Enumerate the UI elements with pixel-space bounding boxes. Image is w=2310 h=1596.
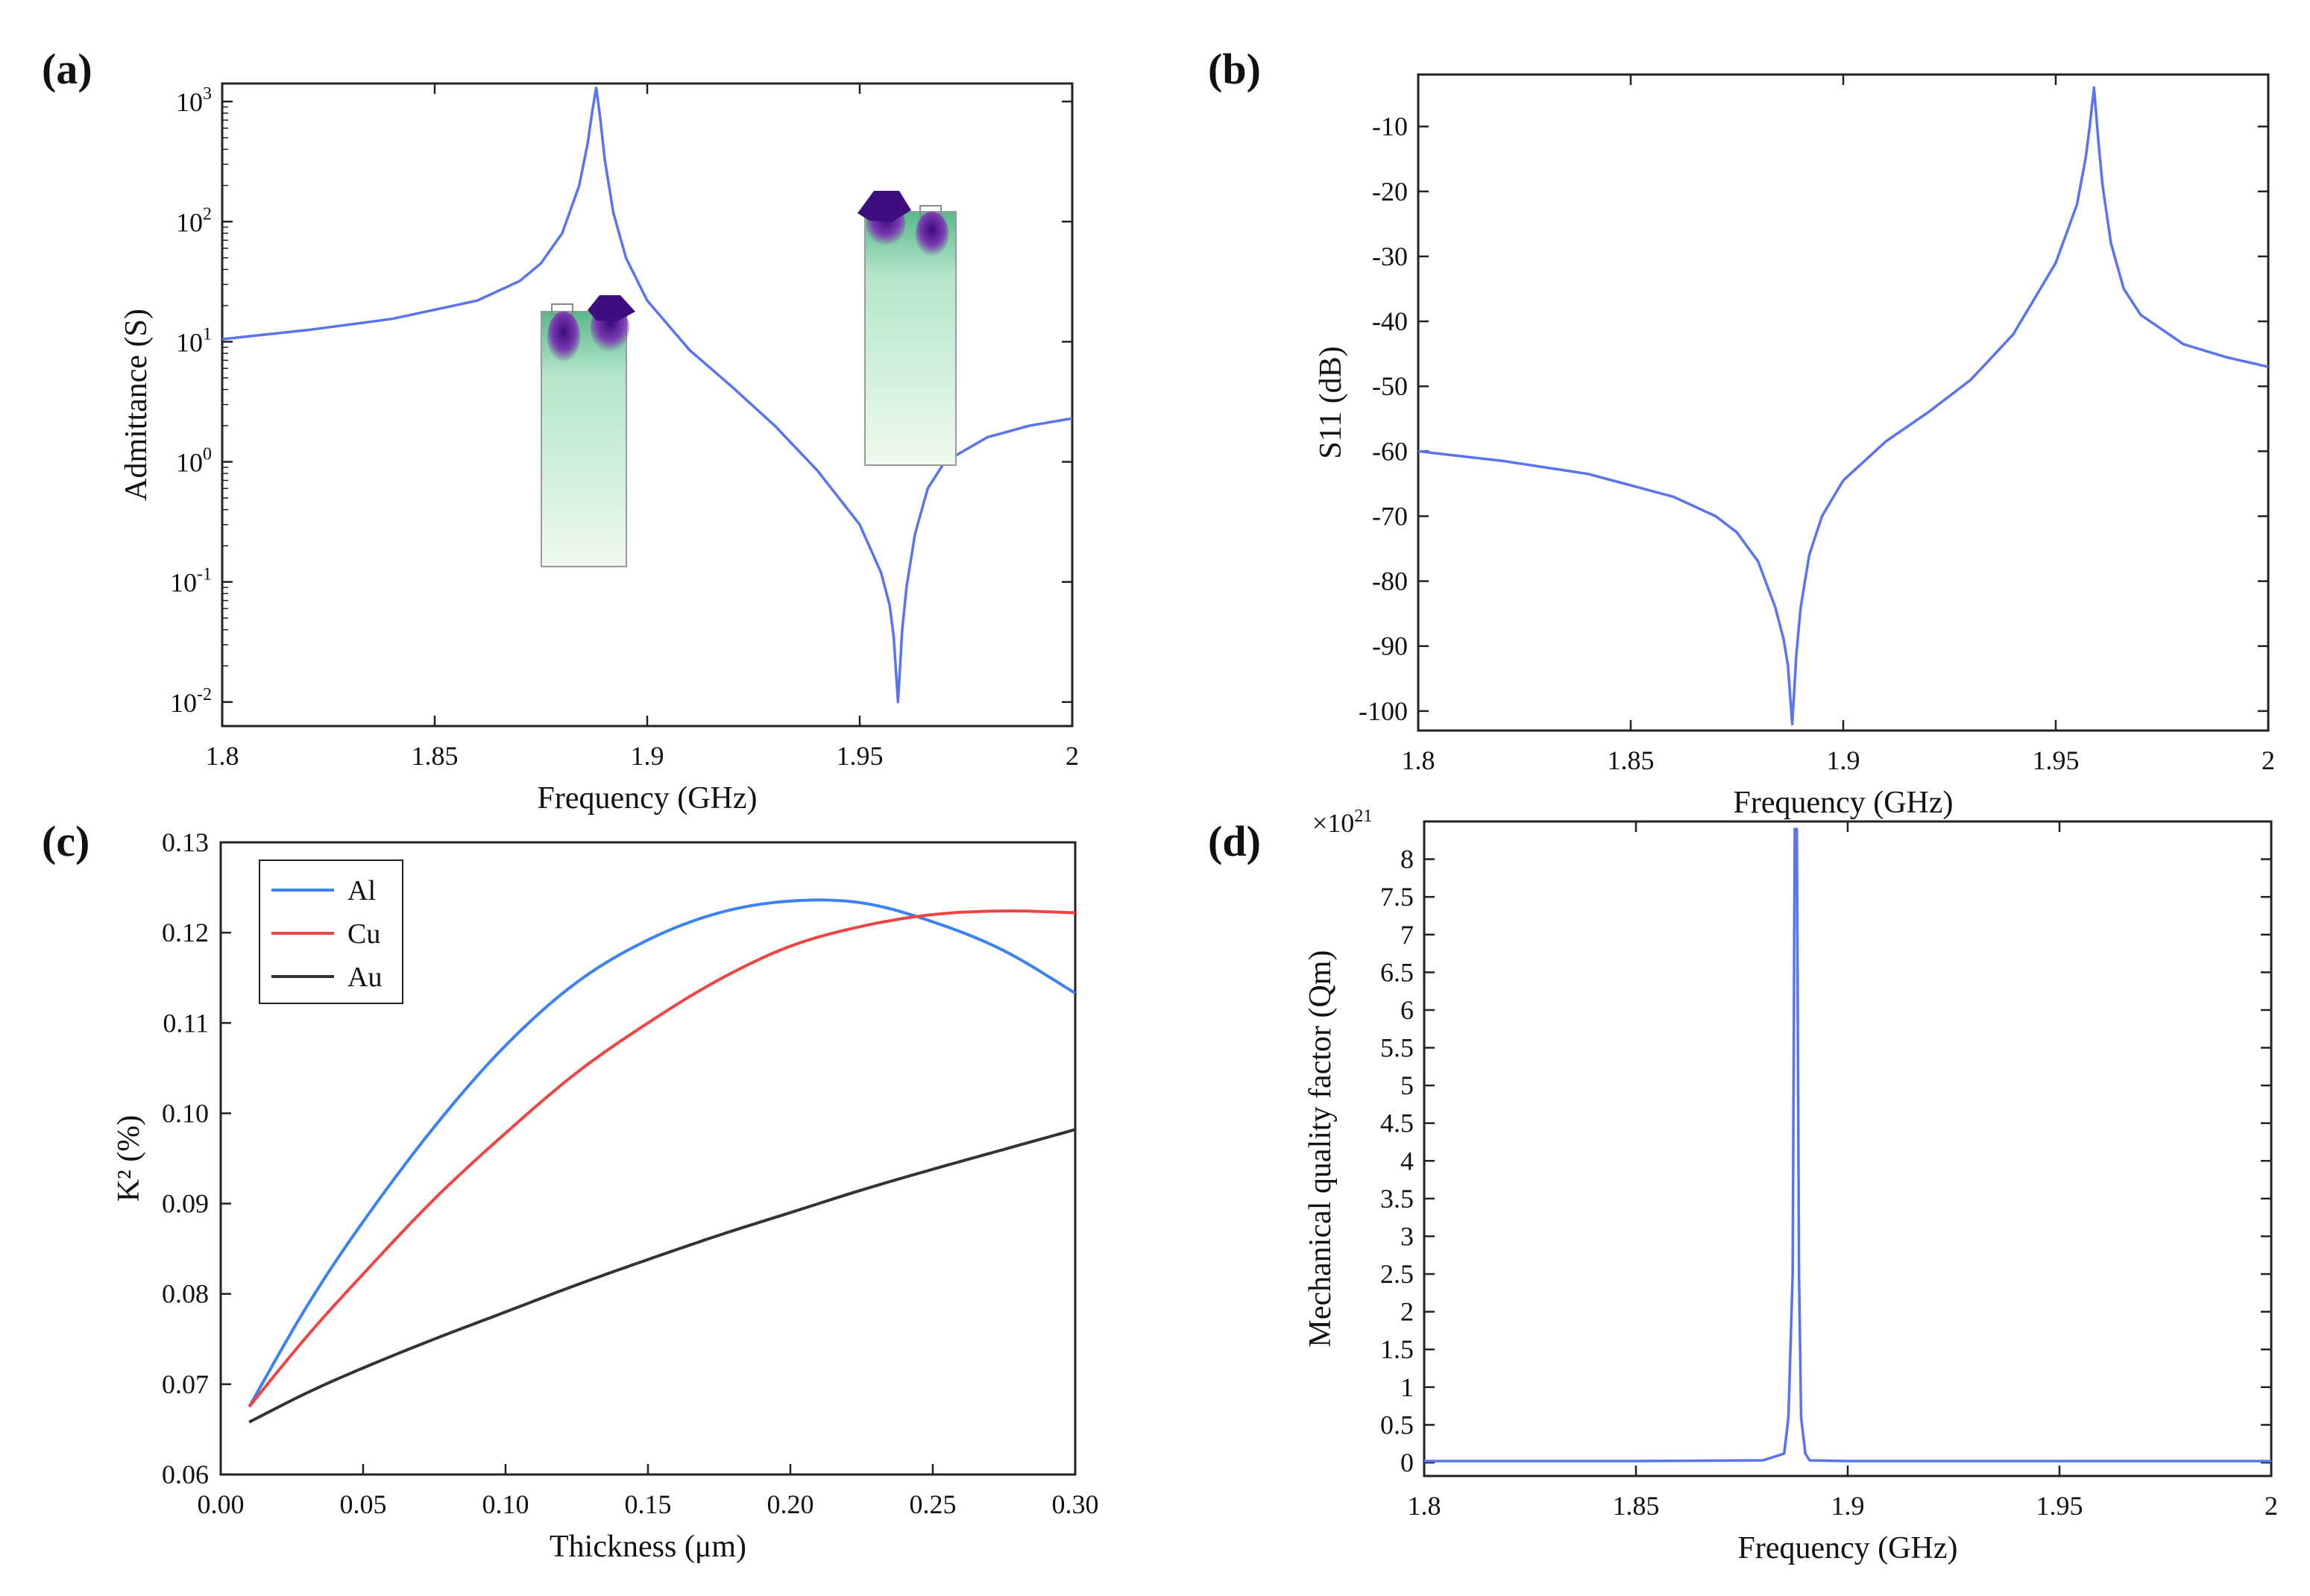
- panel-b-s11-chart: 1.8 1.85 1.9 1.95 2 -100 -90 -80 -70 -60 -50 -40 -30…: [1314, 73, 2275, 820]
- y-tick-label: -90: [1372, 631, 1408, 661]
- y-tick-label: 103: [176, 84, 212, 117]
- y-tick-label: -40: [1372, 306, 1408, 336]
- s11-line: [1417, 86, 2269, 726]
- y-tick-label: 102: [176, 204, 212, 237]
- y-tick-label: -80: [1372, 567, 1408, 596]
- y-multiplier-label: ×1021: [1312, 807, 1372, 838]
- y-tick-label: 2: [1400, 1297, 1414, 1327]
- y-tick-label: 0.5: [1380, 1410, 1414, 1439]
- x-tick-label: 1.85: [1608, 745, 1655, 775]
- legend-label-al: Al: [347, 875, 376, 906]
- y-tick-label: -70: [1372, 501, 1408, 531]
- y-tick-label: 4: [1400, 1146, 1414, 1176]
- y-tick-label: 0.07: [162, 1369, 209, 1399]
- y-tick-label: 0.06: [162, 1460, 209, 1489]
- x-tick-label: 1.95: [837, 741, 884, 771]
- y-axis-title: K² (%): [112, 1115, 146, 1202]
- x-tick-label: 2: [2262, 745, 2275, 775]
- legend: Al Cu Au: [259, 859, 403, 1004]
- y-tick-label: 5: [1400, 1070, 1414, 1100]
- mode-shape-inset-resonance: [541, 295, 635, 567]
- panel-label-c: (c): [42, 817, 89, 865]
- admittance-line: [221, 86, 1073, 704]
- y-tick-label: -30: [1372, 242, 1408, 271]
- y-tick-label: 4.5: [1380, 1108, 1414, 1138]
- y-axis-title: Mechanical quality factor (Qm): [1303, 950, 1338, 1348]
- x-tick-label: 1.95: [2036, 1491, 2083, 1521]
- x-tick-label: 0.15: [625, 1489, 672, 1519]
- y-tick-label: 10-1: [170, 565, 212, 598]
- y-axis-title: S11 (dB): [1314, 346, 1348, 458]
- x-tick-label: 1.8: [1408, 1491, 1441, 1521]
- y-tick-label: 6.5: [1380, 957, 1414, 987]
- panel-label-a: (a): [42, 45, 92, 93]
- panel-d-qm-chart: 1.8 1.85 1.9 1.95 2 0 0.5 1 1.5 2 2.5 3 3.5 4 4.5 5 5.5 6…: [1303, 807, 2278, 1565]
- y-tick-label: 0.13: [162, 827, 209, 857]
- panel-label-b: (b): [1208, 45, 1261, 93]
- x-tick-label: 0.25: [910, 1489, 957, 1519]
- k2-line-cu: [248, 909, 1076, 1408]
- y-tick-label: 7: [1400, 920, 1414, 950]
- x-tick-label: 0.05: [340, 1489, 387, 1519]
- y-tick-label: 0: [1400, 1448, 1414, 1477]
- k2-line-au: [248, 1128, 1076, 1424]
- y-tick-label: 1.5: [1380, 1334, 1414, 1364]
- x-tick-label: 1.9: [1827, 745, 1860, 775]
- y-tick-label: -100: [1359, 696, 1408, 726]
- x-tick-label: 2: [2265, 1491, 2278, 1521]
- y-tick-label: 101: [176, 324, 212, 357]
- plot-frame-b: [1417, 73, 2270, 732]
- panel-a-admittance-chart: 1.8 1.85 1.9 1.95 2 10-2 10-1 100 101 102 103 Frequ…: [119, 82, 1079, 816]
- x-tick-label: 0.20: [767, 1489, 814, 1519]
- y-tick-label: 5.5: [1380, 1033, 1414, 1063]
- y-tick-label: 3: [1400, 1221, 1414, 1251]
- y-tick-label: 0.12: [162, 918, 209, 947]
- k2-line-al: [248, 898, 1077, 1408]
- x-tick-label: 0.10: [482, 1489, 529, 1519]
- plot-frame-d: [1423, 820, 2273, 1477]
- x-tick-label: 1.9: [1831, 1491, 1865, 1521]
- y-tick-label: -10: [1372, 112, 1408, 142]
- y-tick-label: 10-2: [170, 685, 212, 718]
- y-tick-label: 8: [1400, 845, 1414, 874]
- y-tick-label: 0.11: [163, 1008, 209, 1038]
- qm-line: [1424, 827, 2271, 1463]
- y-tick-label: 0.10: [162, 1098, 209, 1128]
- y-tick-label: 6: [1400, 995, 1414, 1025]
- panel-label-d: (d): [1208, 817, 1261, 865]
- x-tick-label: 2: [1066, 741, 1079, 771]
- y-tick-label: 7.5: [1380, 882, 1414, 912]
- x-tick-label: 0.00: [198, 1489, 245, 1519]
- x-tick-label: 1.85: [412, 741, 459, 771]
- y-tick-label: -60: [1372, 436, 1408, 466]
- y-tick-label: -50: [1372, 371, 1408, 401]
- x-axis-title: Frequency (GHz): [1733, 786, 1953, 820]
- x-tick-label: 0.30: [1052, 1489, 1099, 1519]
- legend-label-cu: Cu: [347, 918, 380, 950]
- y-tick-label: 0.08: [162, 1279, 209, 1309]
- x-axis-title: Frequency (GHz): [537, 781, 757, 816]
- y-axis-title: Admittance (S): [119, 309, 154, 501]
- mode-shape-inset-antiresonance: [857, 191, 957, 466]
- y-tick-label: 3.5: [1380, 1184, 1414, 1214]
- y-tick-label: 0.09: [162, 1189, 209, 1219]
- legend-label-au: Au: [347, 962, 382, 993]
- y-tick-label: 2.5: [1380, 1259, 1414, 1289]
- y-tick-label: 1: [1400, 1372, 1414, 1402]
- y-tick-label: -20: [1372, 177, 1408, 206]
- x-tick-label: 1.8: [206, 741, 239, 771]
- x-tick-label: 1.95: [2033, 745, 2080, 775]
- x-tick-label: 1.9: [631, 741, 664, 771]
- x-tick-label: 1.85: [1613, 1491, 1660, 1521]
- panel-c-k2-chart: 0.00 0.05 0.10 0.15 0.20 0.25 0.30 0.06 0.07 0.08…: [112, 827, 1099, 1564]
- x-axis-title: Thickness (μm): [550, 1530, 746, 1564]
- y-tick-label: 100: [176, 445, 212, 478]
- x-axis-title: Frequency (GHz): [1737, 1531, 1957, 1565]
- x-tick-label: 1.8: [1402, 745, 1435, 775]
